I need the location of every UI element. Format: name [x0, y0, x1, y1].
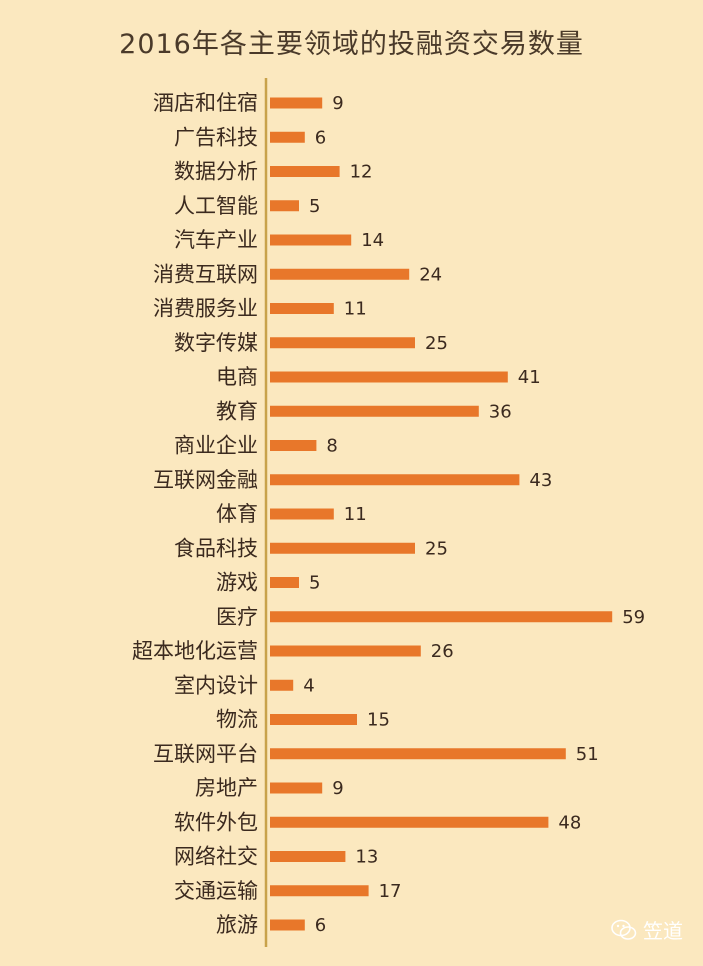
bar [270, 303, 334, 314]
bar [270, 234, 352, 246]
bar [270, 268, 410, 280]
bar [270, 577, 299, 588]
category-label: 室内设计 [174, 673, 258, 697]
bar [270, 440, 317, 451]
category-label: 数据分析 [174, 160, 258, 184]
value-label: 43 [529, 470, 552, 491]
bar [270, 200, 299, 212]
bar [270, 885, 369, 897]
category-label: 房地产 [195, 776, 258, 800]
bar [270, 782, 323, 794]
category-label: 食品科技 [174, 536, 258, 560]
bar [270, 714, 357, 725]
category-label: 教育 [216, 399, 258, 423]
category-label: 软件外包 [174, 810, 258, 834]
bar [270, 645, 421, 657]
category-label: 交通运输 [174, 879, 258, 903]
category-label: 消费互联网 [153, 262, 258, 286]
bar [270, 851, 346, 862]
watermark-text: 笠道 [643, 919, 683, 943]
value-label: 36 [489, 401, 512, 422]
value-label: 11 [344, 299, 367, 320]
category-label: 物流 [216, 708, 258, 732]
bar [270, 166, 340, 177]
value-label: 24 [419, 264, 442, 285]
bar [270, 508, 334, 520]
value-label: 14 [361, 230, 384, 251]
bar [270, 611, 613, 623]
value-label: 9 [332, 778, 343, 799]
bar [270, 919, 305, 931]
bar [270, 405, 479, 417]
bar [270, 97, 323, 109]
category-label: 汽车产业 [174, 228, 258, 252]
category-label: 互联网平台 [153, 742, 258, 766]
category-label: 医疗 [216, 605, 258, 629]
category-label: 酒店和住宿 [153, 91, 258, 115]
category-label: 广告科技 [174, 125, 258, 149]
category-label: 商业企业 [174, 434, 258, 458]
value-label: 25 [425, 333, 448, 354]
category-label: 体育 [216, 502, 258, 526]
value-label: 13 [355, 847, 378, 868]
bar [270, 816, 549, 828]
value-label: 12 [350, 162, 373, 183]
category-label: 超本地化运营 [132, 639, 258, 663]
value-label: 6 [315, 915, 326, 936]
bar [270, 131, 305, 143]
category-label: 消费服务业 [153, 297, 258, 321]
category-label: 互联网金融 [153, 468, 258, 492]
category-label: 电商 [216, 365, 258, 389]
value-label: 41 [518, 367, 541, 388]
value-label: 15 [367, 710, 390, 731]
watermark: 笠道 [611, 915, 683, 944]
value-label: 8 [326, 436, 337, 457]
category-label: 数字传媒 [174, 331, 258, 355]
bar [270, 371, 508, 383]
value-label: 26 [431, 641, 454, 662]
category-label: 人工智能 [174, 194, 258, 218]
value-label: 4 [303, 675, 314, 696]
value-label: 6 [315, 127, 326, 148]
value-label: 25 [425, 538, 448, 559]
value-label: 51 [576, 744, 599, 765]
category-label: 网络社交 [174, 845, 258, 869]
wechat-icon [611, 919, 637, 940]
value-label: 5 [309, 573, 320, 594]
bar [270, 474, 520, 486]
chart-title: 2016年各主要领域的投融资交易数量 [119, 29, 584, 60]
value-label: 48 [558, 812, 581, 833]
category-label: 旅游 [216, 913, 258, 937]
value-label: 59 [622, 607, 645, 628]
value-label: 9 [332, 93, 343, 114]
bar [270, 542, 415, 554]
bar [270, 679, 294, 691]
value-label: 5 [309, 196, 320, 217]
value-label: 11 [344, 504, 367, 525]
bar [270, 748, 566, 760]
bar [270, 337, 415, 349]
category-label: 游戏 [216, 571, 258, 595]
value-label: 17 [379, 881, 402, 902]
